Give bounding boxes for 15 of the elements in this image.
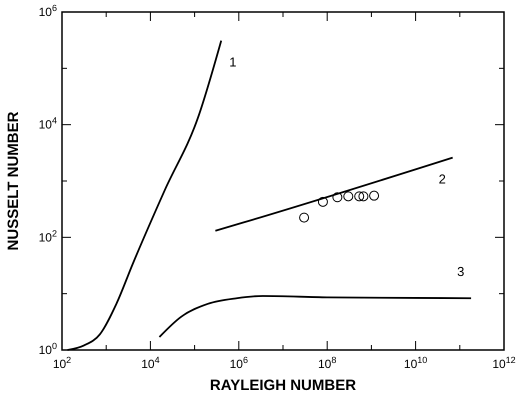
x-tick-label: 10$^{4}$ bbox=[141, 355, 160, 371]
y-axis-title: NUSSELT NUMBER bbox=[5, 111, 22, 250]
y-tick-label: 10$^{6}$ bbox=[38, 3, 57, 19]
series-label: 1 bbox=[229, 54, 236, 70]
series-label: 3 bbox=[457, 264, 464, 280]
x-tick-label: 10$^{2}$ bbox=[52, 355, 72, 371]
x-axis-title: RAYLEIGH NUMBER bbox=[210, 377, 356, 394]
y-tick-label: 10$^{2}$ bbox=[38, 228, 57, 244]
x-tick-label: 10$^{12}$ bbox=[492, 355, 516, 371]
x-tick-label: 10$^{8}$ bbox=[318, 355, 336, 371]
x-tick-label: 10$^{6}$ bbox=[230, 355, 248, 371]
series-label: 2 bbox=[438, 172, 446, 187]
x-tick-label: 10$^{10}$ bbox=[404, 355, 428, 371]
y-tick-label: 10$^{4}$ bbox=[38, 116, 57, 132]
y-tick-label: 10$^{0}$ bbox=[38, 341, 57, 357]
